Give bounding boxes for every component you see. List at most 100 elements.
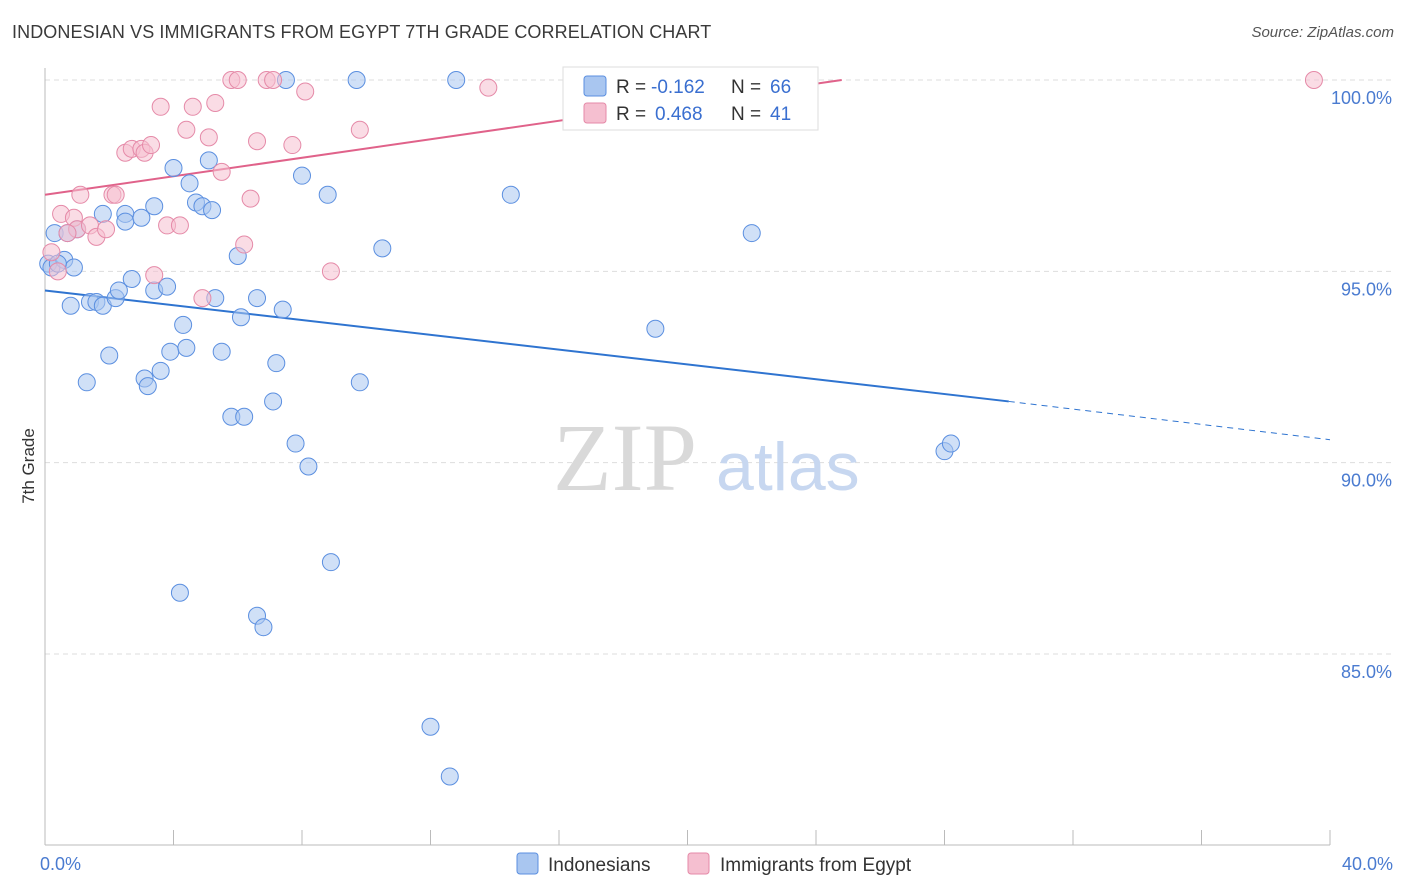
data-point-blue-32 [199, 151, 218, 170]
stats-legend-r-value-blue: -0.162 [651, 77, 705, 98]
data-point-blue-24 [161, 342, 180, 361]
data-point-pink-30 [248, 132, 267, 151]
chart-title: INDONESIAN VS IMMIGRANTS FROM EGYPT 7TH … [12, 22, 712, 42]
data-point-blue-27 [174, 315, 193, 334]
data-point-blue-42 [254, 618, 273, 637]
stats-legend-r-value-pink: 0.468 [655, 104, 703, 125]
data-points [39, 71, 1323, 786]
data-point-blue-59 [646, 319, 665, 338]
data-point-blue-55 [421, 717, 440, 736]
data-point-pink-10 [106, 185, 125, 204]
data-point-blue-7 [77, 373, 96, 392]
data-point-blue-22 [151, 361, 170, 380]
series-legend: Indonesians Immigrants from Egypt [516, 852, 912, 876]
data-point-pink-37 [479, 78, 498, 97]
data-point-pink-29 [241, 189, 260, 208]
data-point-pink-32 [264, 71, 283, 89]
series-legend-label-egypt: Immigrants from Egypt [720, 855, 912, 876]
stats-legend-n-label-blue: N = [731, 77, 761, 98]
data-point-blue-47 [286, 434, 305, 453]
data-point-pink-23 [199, 128, 218, 147]
data-point-blue-57 [447, 71, 466, 89]
trend-line-dashed-blue [1008, 400, 1331, 441]
y-tick-label-3: 85.0% [1341, 662, 1392, 682]
x-tick-label-1: 40.0% [1342, 854, 1393, 874]
data-point-blue-62 [941, 434, 960, 453]
y-tick-labels: 100.0% 95.0% 90.0% 85.0% [1331, 88, 1392, 682]
data-point-pink-16 [145, 266, 164, 285]
x-tick-label-0: 0.0% [40, 854, 81, 874]
data-point-pink-25 [212, 162, 231, 181]
data-point-blue-58 [501, 185, 520, 204]
data-point-pink-35 [321, 262, 340, 281]
data-point-blue-49 [299, 457, 318, 476]
stats-legend-swatch-blue [583, 75, 607, 97]
stats-legend-n-value-blue: 66 [770, 77, 791, 98]
data-point-pink-39 [1304, 71, 1323, 89]
data-point-blue-51 [321, 553, 340, 572]
data-point-pink-17 [151, 97, 170, 116]
data-point-blue-33 [203, 201, 222, 220]
series-legend-swatch-indonesians [516, 852, 539, 875]
data-point-pink-19 [170, 216, 189, 235]
data-point-pink-24 [206, 93, 225, 112]
stats-legend: R = -0.162 N = 66 R = 0.468 N = 41 [562, 66, 819, 131]
data-point-pink-27 [228, 71, 247, 89]
data-point-pink-40 [58, 224, 77, 243]
data-point-blue-21 [145, 197, 164, 216]
data-point-blue-43 [264, 392, 283, 411]
data-point-pink-15 [142, 136, 161, 155]
watermark: ZIP atlas [553, 404, 860, 511]
source-note: Source: ZipAtlas.com [1251, 24, 1394, 41]
data-point-blue-26 [170, 583, 189, 602]
data-point-blue-35 [212, 342, 231, 361]
data-point-blue-39 [235, 407, 254, 426]
data-point-blue-16 [116, 212, 135, 231]
data-point-blue-23 [158, 277, 177, 296]
data-point-blue-56 [440, 767, 459, 786]
data-point-blue-6 [64, 258, 83, 277]
stats-legend-n-label-pink: N = [731, 104, 761, 125]
axes [44, 68, 1331, 846]
data-point-blue-60 [742, 224, 761, 243]
data-point-pink-1 [48, 262, 67, 281]
data-point-pink-8 [97, 220, 116, 239]
data-point-blue-52 [347, 71, 366, 89]
data-point-blue-53 [350, 373, 369, 392]
data-point-pink-0 [42, 243, 61, 262]
stats-legend-r-label-blue: R = [616, 77, 646, 98]
data-point-blue-48 [293, 166, 311, 185]
data-point-blue-40 [248, 289, 267, 308]
data-point-blue-25 [164, 159, 183, 178]
series-legend-label-indonesians: Indonesians [548, 855, 650, 876]
data-point-pink-36 [350, 120, 369, 139]
data-point-blue-28 [177, 338, 196, 357]
data-point-pink-20 [177, 120, 196, 139]
data-point-pink-22 [193, 289, 212, 308]
watermark-atlas: atlas [716, 429, 860, 505]
x-tick-labels: 0.0% 40.0% [40, 854, 1393, 874]
y-tick-label-1: 95.0% [1341, 279, 1392, 299]
watermark-zip: ZIP [553, 404, 697, 511]
y-tick-label-2: 90.0% [1341, 471, 1392, 491]
data-point-pink-5 [71, 185, 90, 204]
data-point-blue-50 [318, 185, 337, 204]
data-point-blue-5 [61, 296, 80, 315]
data-point-blue-44 [267, 354, 286, 373]
data-point-blue-12 [100, 346, 119, 365]
data-point-blue-14 [109, 281, 128, 300]
data-point-blue-38 [231, 308, 250, 327]
data-point-blue-65 [132, 208, 151, 227]
data-point-pink-33 [283, 136, 302, 155]
data-point-blue-45 [273, 300, 292, 319]
trend-line-blue [44, 289, 1009, 403]
y-axis-label: 7th Grade [19, 428, 38, 504]
data-point-blue-29 [180, 174, 199, 193]
data-point-pink-34 [296, 82, 315, 101]
data-point-pink-28 [235, 235, 254, 254]
data-point-pink-21 [183, 97, 202, 116]
stats-legend-r-label-pink: R = [616, 104, 646, 125]
series-legend-swatch-egypt [687, 852, 710, 875]
stats-legend-swatch-pink [583, 102, 607, 124]
